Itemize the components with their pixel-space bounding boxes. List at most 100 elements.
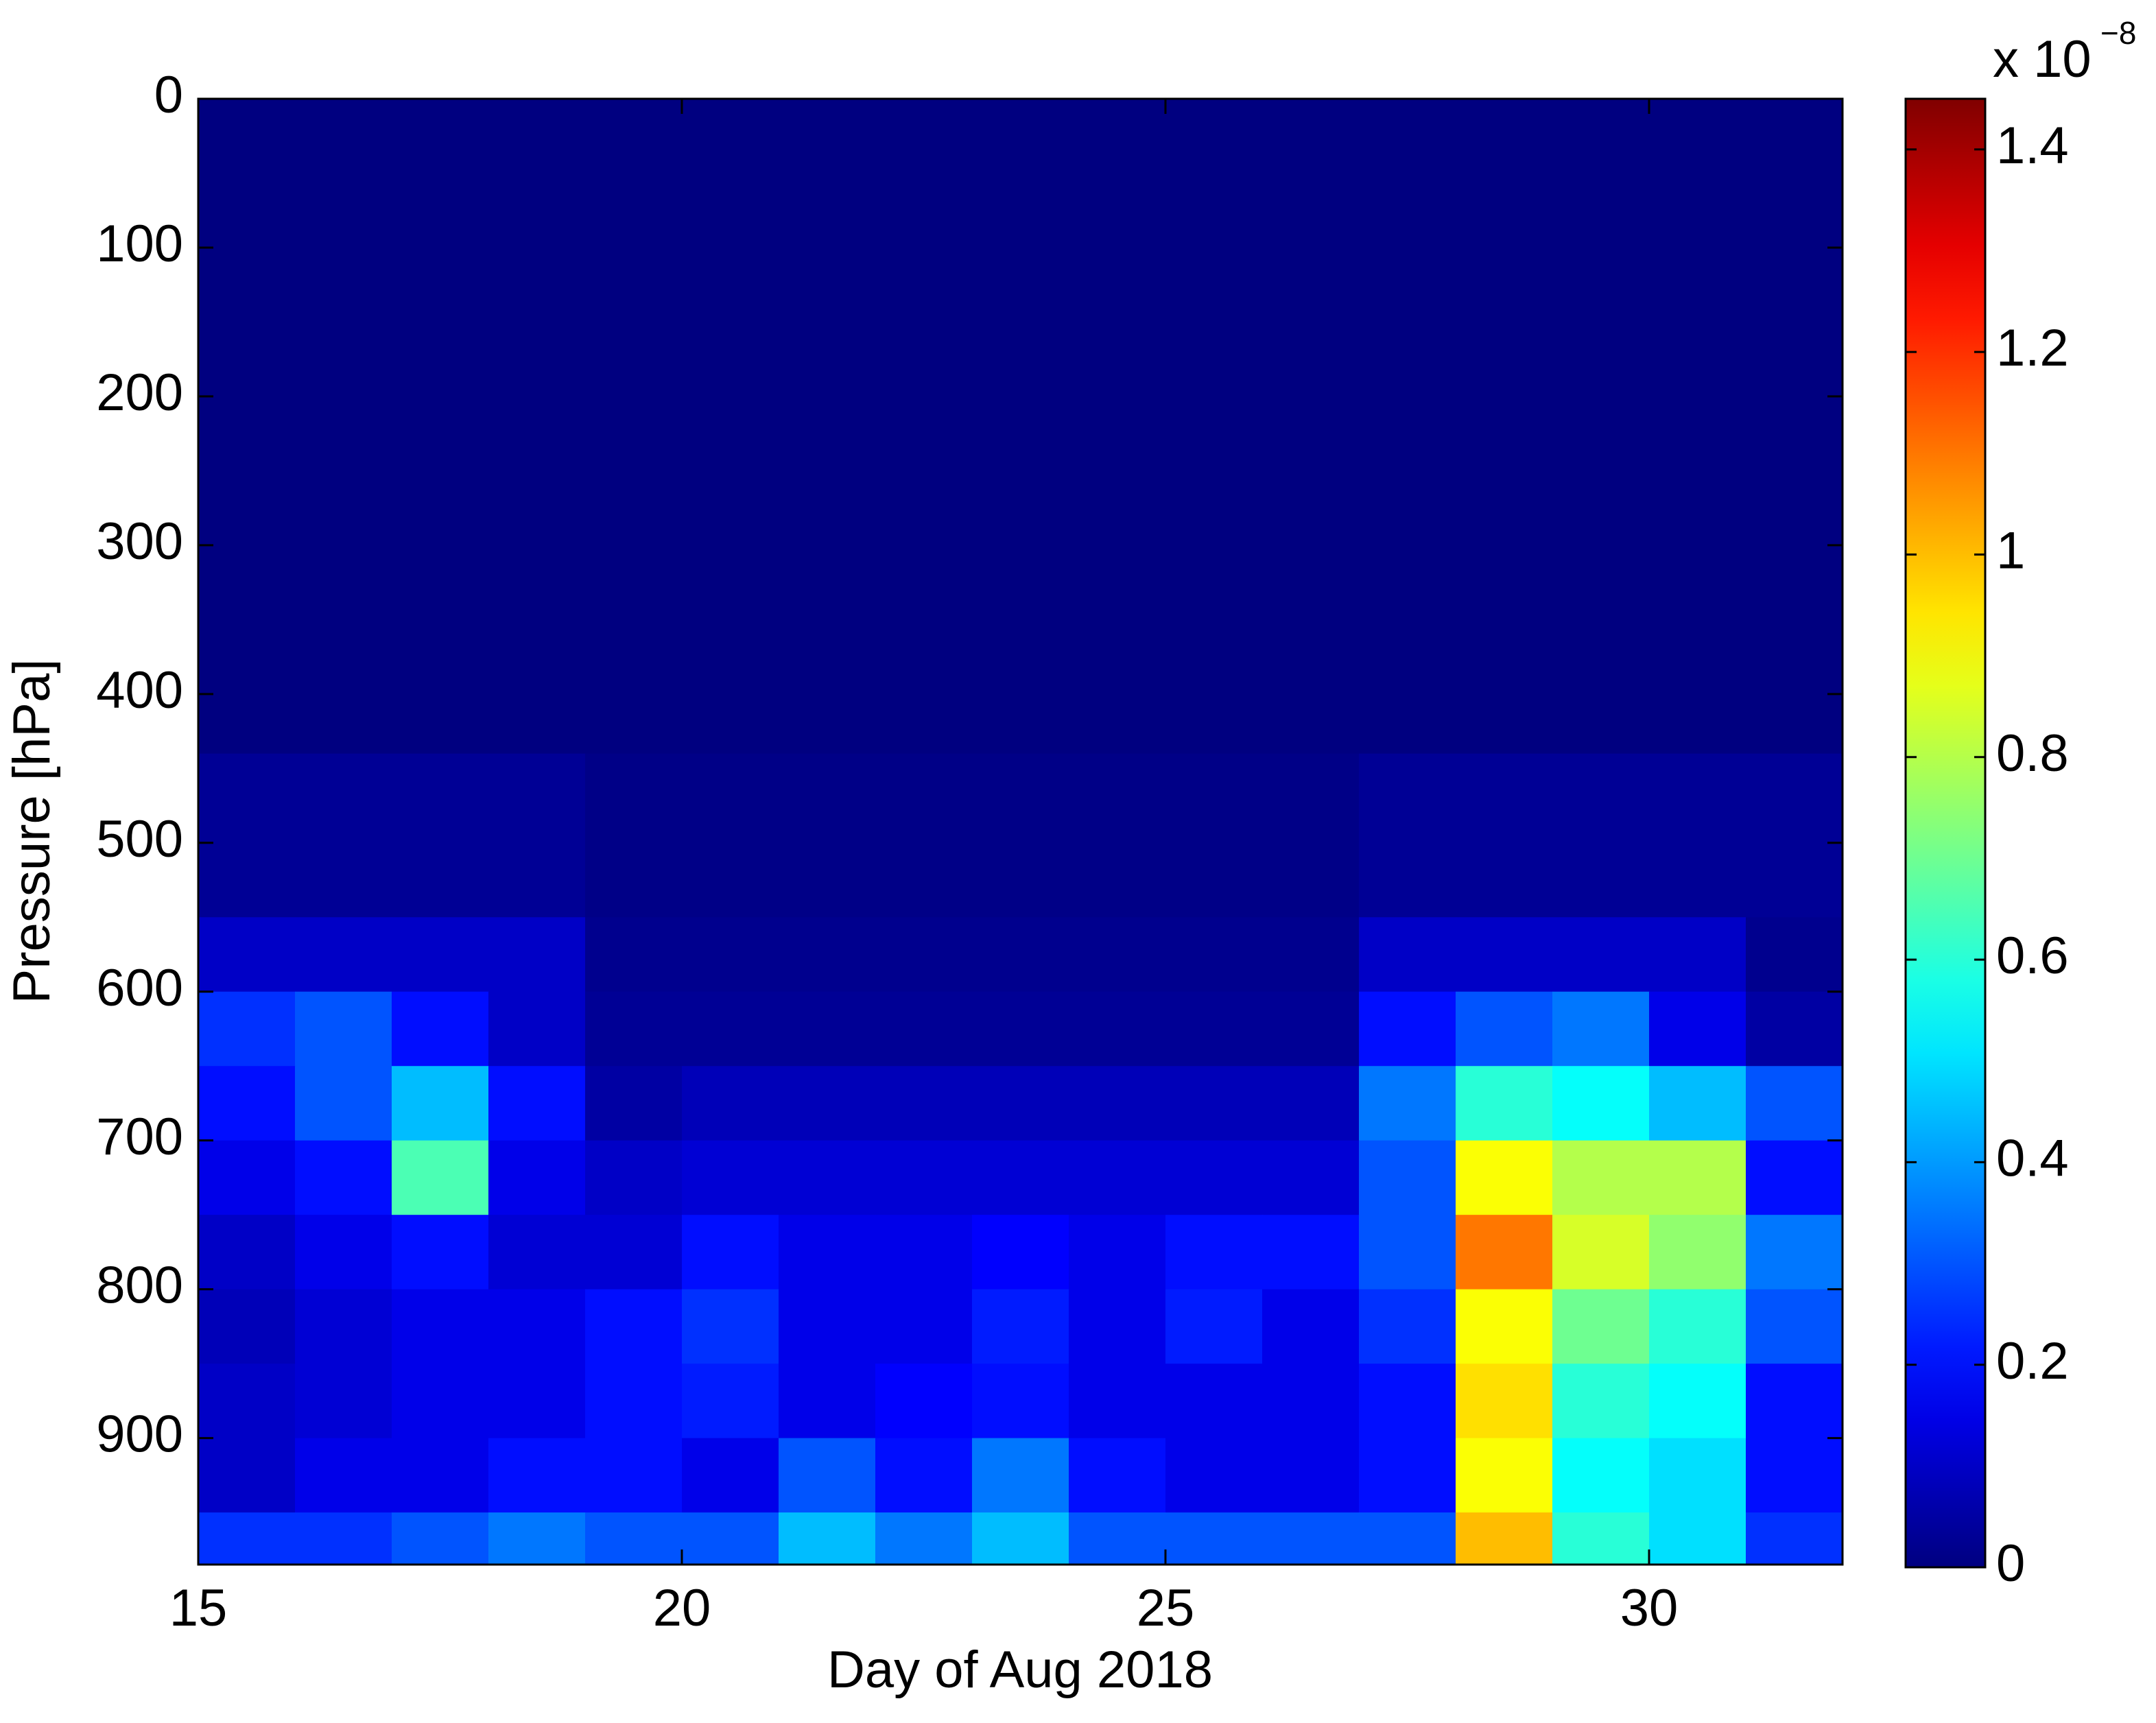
heatmap-cell — [1552, 1289, 1650, 1364]
heatmap-cell — [585, 1066, 683, 1141]
heatmap-cell — [1649, 1215, 1746, 1290]
heatmap-cell — [295, 917, 392, 993]
heatmap-cell — [1456, 1438, 1553, 1513]
heatmap-cell — [1359, 1512, 1456, 1565]
heatmap-cell — [682, 917, 779, 993]
heatmap-cell — [488, 1215, 586, 1290]
heatmap-cell — [972, 1215, 1069, 1290]
heatmap-cell — [972, 99, 1069, 754]
colorbar-tick-label: 0.4 — [1996, 1129, 2069, 1187]
heatmap-cell — [779, 1438, 876, 1513]
heatmap-cell — [875, 1066, 973, 1141]
heatmap-cell — [392, 753, 489, 918]
heatmap-cell — [488, 1066, 586, 1141]
heatmap-cell — [1552, 1066, 1650, 1141]
heatmap-cell — [1359, 991, 1456, 1067]
heatmap-cell — [295, 1289, 392, 1364]
heatmap-cell — [585, 753, 683, 918]
heatmap-cell — [585, 1140, 683, 1215]
heatmap-cell — [1649, 991, 1746, 1067]
heatmap-cell — [1746, 1364, 1843, 1439]
heatmap-cell — [1069, 1438, 1166, 1513]
heatmap-cell — [875, 1364, 973, 1439]
heatmap-cell — [1746, 917, 1843, 993]
heatmap-cell — [1069, 753, 1166, 918]
heatmap-cell — [1165, 1512, 1263, 1565]
heatmap-cell — [1262, 99, 1360, 754]
heatmap-cell — [585, 1364, 683, 1439]
colorbar-tick-label: 0 — [1996, 1534, 2025, 1593]
heatmap-cell — [875, 991, 973, 1067]
heatmap-cell — [1552, 1215, 1650, 1290]
heatmap-cell — [1262, 1066, 1360, 1141]
colorbar-tick-label: 0.8 — [1996, 724, 2069, 783]
heatmap-cell — [1262, 1215, 1360, 1290]
heatmap-cell — [488, 1364, 586, 1439]
heatmap-cell — [779, 753, 876, 918]
heatmap-cell — [1649, 1364, 1746, 1439]
heatmap-cell — [972, 1364, 1069, 1439]
heatmap-cell — [488, 1512, 586, 1565]
heatmap-cell — [295, 1364, 392, 1439]
colorbar — [1904, 97, 1987, 1569]
heatmap-cell — [198, 1438, 296, 1513]
heatmap-cell — [392, 1512, 489, 1565]
heatmap-cell — [1262, 1289, 1360, 1364]
heatmap-cell — [682, 991, 779, 1067]
heatmap-cell — [1552, 1364, 1650, 1439]
heatmap-cell — [488, 1289, 586, 1364]
heatmap-cell — [1552, 753, 1650, 918]
heatmap-cell — [488, 917, 586, 993]
heatmap-cell — [1649, 1512, 1746, 1565]
heatmap-cell — [295, 1215, 392, 1290]
heatmap-cell — [1746, 1066, 1843, 1141]
heatmap-cell — [1359, 753, 1456, 918]
heatmap-cell — [875, 1215, 973, 1290]
heatmap-cell — [1649, 99, 1746, 754]
heatmap-cell — [1165, 991, 1263, 1067]
heatmap-cell — [1552, 99, 1650, 754]
heatmap-cell — [198, 753, 296, 918]
heatmap-cell — [1359, 1140, 1456, 1215]
heatmap-cell — [1552, 1140, 1650, 1215]
heatmap-cell — [1746, 1215, 1843, 1290]
heatmap-cell — [1069, 1512, 1166, 1565]
heatmap-cell — [1069, 1289, 1166, 1364]
heatmap-cell — [682, 1364, 779, 1439]
heatmap-cell — [682, 1066, 779, 1141]
heatmap-cell — [875, 1438, 973, 1513]
heatmap-cell — [875, 917, 973, 993]
heatmap-cell — [1262, 1438, 1360, 1513]
colorbar-tick-label: 0.2 — [1996, 1332, 2069, 1390]
heatmap-cell — [972, 991, 1069, 1067]
y-tick-label: 600 — [96, 959, 183, 1017]
heatmap-cell — [1746, 1438, 1843, 1513]
heatmap-cell — [1456, 1215, 1553, 1290]
heatmap-cell — [1165, 1364, 1263, 1439]
heatmap-cell — [875, 1140, 973, 1215]
heatmap-cell — [1359, 1215, 1456, 1290]
heatmap-cell — [972, 1512, 1069, 1565]
heatmap-cell — [1359, 1289, 1456, 1364]
heatmap-cell — [392, 917, 489, 993]
heatmap-cell — [1165, 1140, 1263, 1215]
heatmap-cell — [1746, 991, 1843, 1067]
heatmap-cell — [392, 1140, 489, 1215]
heatmap-cell — [779, 1140, 876, 1215]
heatmap-cell — [875, 1289, 973, 1364]
heatmap-cell — [1552, 991, 1650, 1067]
heatmap-cell — [1746, 753, 1843, 918]
heatmap-cell — [682, 1140, 779, 1215]
heatmap-cell — [1069, 1140, 1166, 1215]
heatmap-cell — [779, 1215, 876, 1290]
heatmap-cell — [585, 991, 683, 1067]
heatmap-cell — [198, 1512, 296, 1565]
x-tick-label: 15 — [169, 1579, 228, 1637]
heatmap-cell — [1456, 753, 1553, 918]
heatmap-cell — [1746, 99, 1843, 754]
heatmap-cell — [779, 991, 876, 1067]
heatmap-cell — [585, 1289, 683, 1364]
heatmap-cell — [295, 753, 392, 918]
y-tick-label: 0 — [154, 66, 183, 124]
